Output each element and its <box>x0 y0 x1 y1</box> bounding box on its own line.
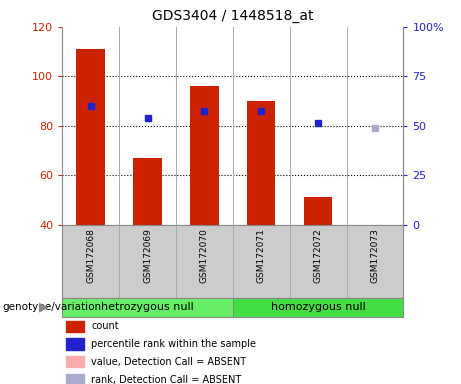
Text: genotype/variation: genotype/variation <box>2 302 101 312</box>
Text: rank, Detection Call = ABSENT: rank, Detection Call = ABSENT <box>91 374 242 384</box>
Text: GSM172069: GSM172069 <box>143 228 152 283</box>
Bar <box>65 374 84 384</box>
Bar <box>65 356 84 367</box>
Text: GSM172073: GSM172073 <box>371 228 379 283</box>
Text: value, Detection Call = ABSENT: value, Detection Call = ABSENT <box>91 357 246 367</box>
Text: percentile rank within the sample: percentile rank within the sample <box>91 339 256 349</box>
Text: hetrozygous null: hetrozygous null <box>101 302 194 312</box>
Bar <box>247 101 276 225</box>
Text: GSM172070: GSM172070 <box>200 228 209 283</box>
Bar <box>77 49 105 225</box>
Bar <box>304 197 332 225</box>
Title: GDS3404 / 1448518_at: GDS3404 / 1448518_at <box>152 9 313 23</box>
Text: GSM172071: GSM172071 <box>257 228 266 283</box>
Bar <box>133 158 162 225</box>
Text: ▶: ▶ <box>39 301 48 314</box>
Text: count: count <box>91 321 119 331</box>
Bar <box>62 298 233 317</box>
Bar <box>233 298 403 317</box>
Bar <box>190 86 219 225</box>
Bar <box>65 338 84 350</box>
Text: GSM172068: GSM172068 <box>86 228 95 283</box>
Text: homozygous null: homozygous null <box>271 302 366 312</box>
Text: GSM172072: GSM172072 <box>313 228 323 283</box>
Bar <box>65 321 84 332</box>
